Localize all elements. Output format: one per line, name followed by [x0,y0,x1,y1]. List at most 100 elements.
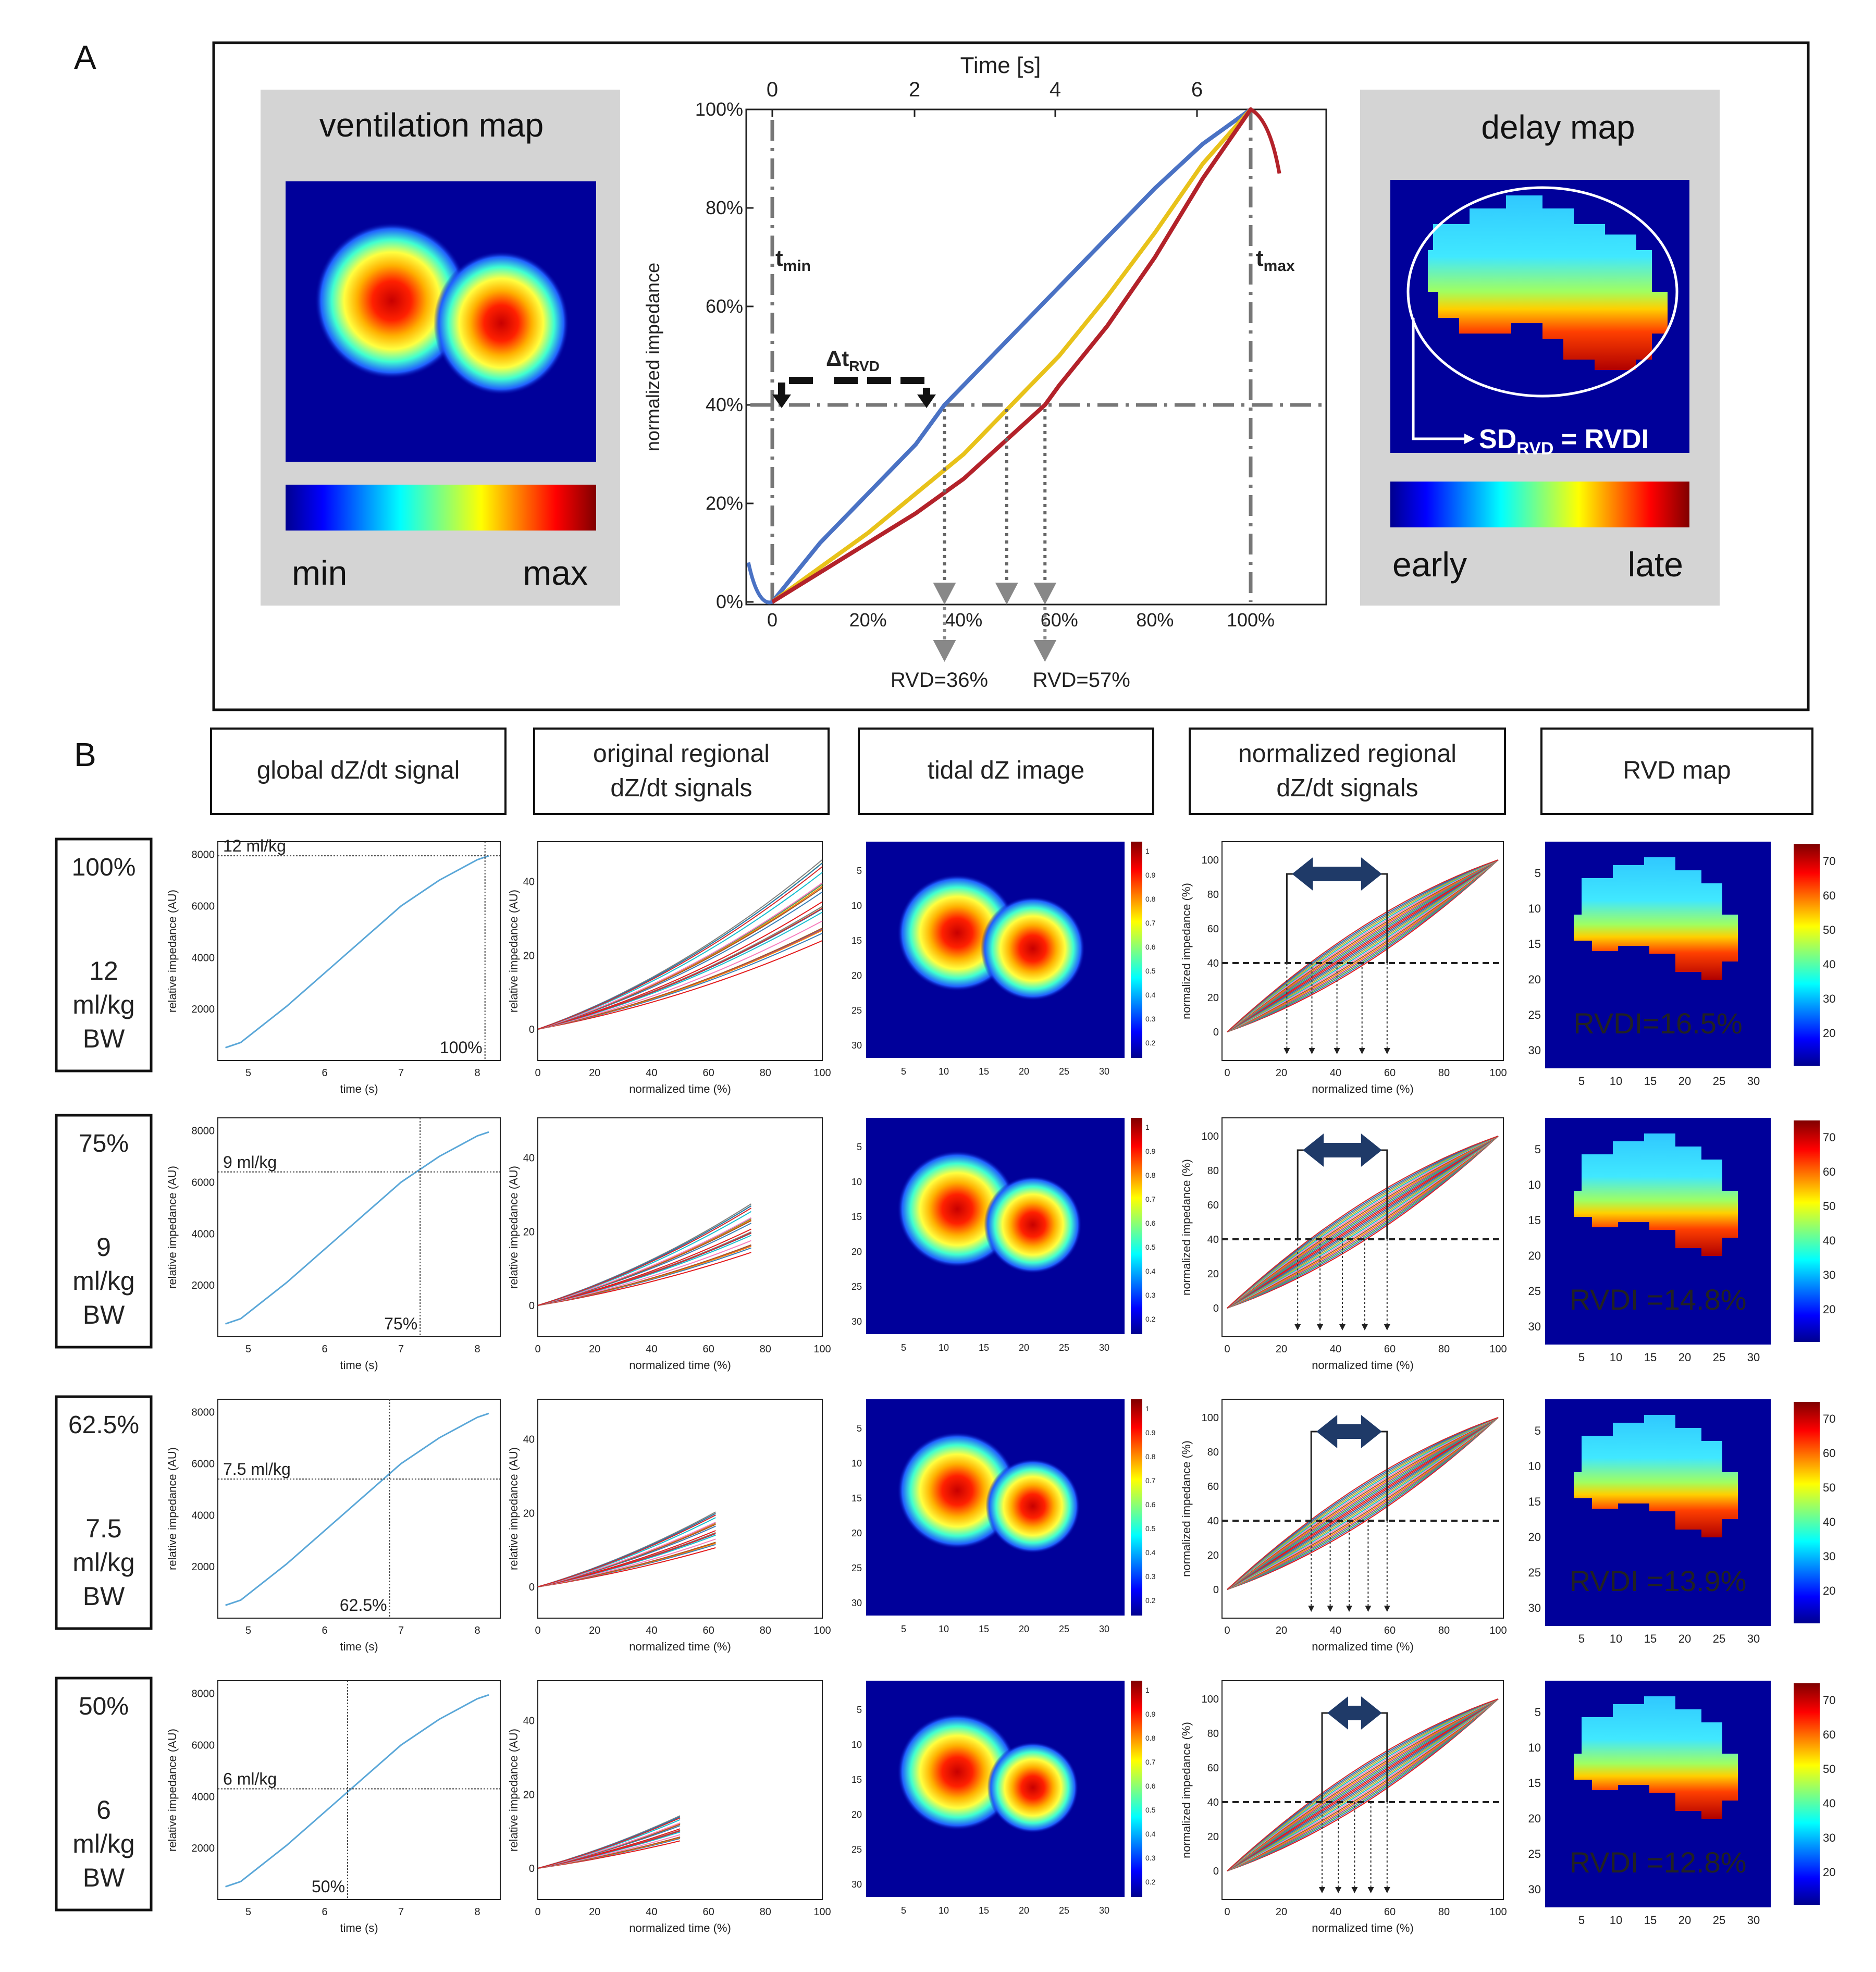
rvd-x-tick: 10 [1610,1914,1622,1927]
tidal-x-tick: 30 [1099,1905,1109,1916]
tidal-colorbar-tick: 0.4 [1145,1830,1156,1838]
global-x-tick: 5 [245,1344,251,1355]
normalized-signal-line [1227,1698,1499,1871]
x-tick-label: 40% [945,609,982,631]
original-x-tick: 80 [760,1906,771,1918]
original-signal-line [537,1521,716,1587]
tidal-x-tick: 20 [1019,1905,1029,1916]
original-signal-line [537,1228,751,1306]
rvd-x-tick: 20 [1678,1351,1691,1364]
row-unit-label: ml/kg [72,990,134,1019]
rvd-x-tick: 10 [1610,1632,1622,1645]
normalized-y-tick: 40 [1207,958,1219,969]
rvd-colorbar-tick: 40 [1823,1797,1835,1810]
normalized-signal-line [1227,1417,1499,1590]
rvd-colorbar [1794,1402,1820,1623]
sd-rvd-label: SDRVD = RVDI [1479,424,1649,459]
rvd-x-tick: 15 [1644,1632,1657,1645]
normalized-x-tick: 100 [1489,1067,1507,1079]
delay-colorbar [1390,482,1689,527]
normalized-drop-arrowhead [1359,1048,1365,1054]
rvd-colorbar-tick: 30 [1823,992,1835,1005]
normalized-signal-line [1227,1698,1499,1871]
rvd-colorbar-tick: 40 [1823,1515,1835,1529]
rvd-y-tick: 25 [1528,1847,1541,1860]
original-x-tick: 40 [646,1067,657,1079]
tidal-y-tick: 10 [851,1740,862,1750]
tidal-y-tick: 20 [851,1247,862,1257]
tidal-colorbar-tick: 0.9 [1145,1428,1156,1437]
tidal-blob-left [897,1714,1017,1830]
normalized-y-tick: 100 [1202,1694,1219,1705]
normalized-signal-line [1227,1136,1499,1309]
ventilation-blob-right [434,251,569,395]
rvd-y-tick: 5 [1535,1424,1541,1437]
rvd-colorbar-tick: 50 [1823,1481,1835,1494]
global-signal-line [225,855,489,1049]
global-y-tick: 8000 [192,1126,215,1137]
normalized-signal-line [1227,1417,1499,1590]
tidal-colorbar-tick: 0.5 [1145,967,1156,975]
normalized-signal-line [1227,1698,1499,1871]
normalized-signal-line [1227,1417,1499,1590]
normalized-y-tick: 80 [1207,1447,1219,1458]
tidal-x-tick: 25 [1059,1624,1069,1634]
global-y-tick: 6000 [192,1177,215,1189]
rvd-colorbar-tick: 70 [1823,855,1835,868]
normalized-signal-line [1227,1698,1499,1871]
tidal-x-tick: 30 [1099,1342,1109,1353]
normalized-x-tick: 20 [1276,1067,1287,1079]
normalized-x-tick: 100 [1489,1625,1507,1636]
row-percent-label: 100% [72,854,136,881]
center-chart: 0% 20% 40% 60% 80% 100% 0 20% 40% 60% 80% 100% 0 2 4 6 T… [642,53,1327,692]
normalized-signal-line [1227,859,1499,1032]
global-y-tick: 8000 [192,1407,215,1419]
global-y-tick: 6000 [192,901,215,913]
normalized-drop-arrowhead [1327,1606,1334,1612]
original-plot-frame [537,1680,823,1900]
rvd-x-tick: 10 [1610,1351,1622,1364]
global-signal-line [225,1412,489,1606]
normalized-drop-arrowhead [1308,1606,1315,1612]
tidal-colorbar-tick: 0.6 [1145,1782,1156,1790]
original-x-tick: 100 [813,1344,831,1355]
tidal-colorbar [1131,1681,1142,1897]
rvd-x-tick: 15 [1644,1914,1657,1927]
tidal-x-tick: 30 [1099,1066,1109,1077]
original-signal-line [537,901,823,1030]
original-x-tick: 40 [646,1906,657,1918]
rvd-x-tick: 30 [1747,1632,1760,1645]
tidal-colorbar [1131,1399,1142,1616]
top-tick-label: 6 [1191,78,1203,101]
tidal-x-tick: 10 [939,1905,949,1916]
original-x-tick: 80 [760,1067,771,1079]
original-y-tick: 0 [529,1582,535,1593]
blue-start-dip [746,562,773,605]
normalized-signal-line [1227,859,1499,1032]
tidal-y-tick: 25 [851,1563,862,1573]
normalized-x-tick: 80 [1438,1344,1450,1355]
original-signal-line [537,1207,752,1306]
global-x-tick: 5 [245,1906,251,1918]
y-tick-label: 60% [706,295,743,317]
global-y-label: relative impedance (AU) [166,1447,179,1570]
normalized-x-tick: 20 [1276,1906,1287,1918]
normalized-y-label: normalized impedance (%) [1180,1722,1193,1858]
normalized-x-tick: 0 [1224,1344,1230,1355]
tidal-y-tick: 10 [851,1177,862,1187]
global-x-tick: 7 [398,1906,404,1918]
rvd-colorbar-tick: 50 [1823,1200,1835,1213]
tidal-y-tick: 25 [851,1005,862,1016]
normalized-signal-line [1227,1136,1499,1309]
rvdi-value: RVDI=16.5% [1573,1007,1742,1040]
normalized-signal-line [1227,859,1499,1032]
rvd-x-tick: 15 [1644,1351,1657,1364]
rvd-x-tick: 10 [1610,1075,1622,1088]
normalized-x-tick: 60 [1384,1067,1396,1079]
global-y-tick: 8000 [192,849,215,861]
normalized-y-tick: 100 [1202,1131,1219,1142]
red-tail [1250,107,1281,174]
global-x-tick: 6 [322,1344,328,1355]
tidal-x-tick: 10 [939,1342,949,1353]
